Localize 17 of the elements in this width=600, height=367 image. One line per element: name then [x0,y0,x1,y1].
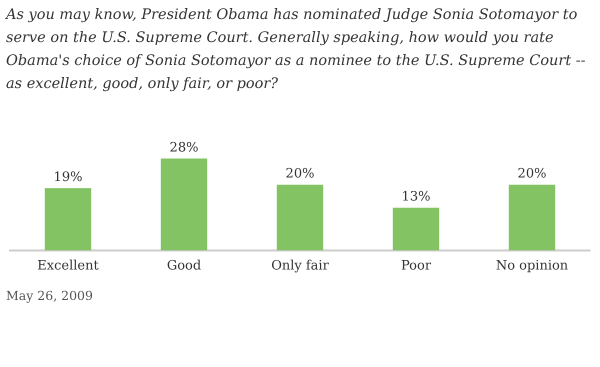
data-label: 28% [170,140,198,156]
x-tick-label: Poor [400,258,432,274]
data-label: 20% [518,166,546,182]
data-label: 19% [54,170,82,185]
x-tick-label: No opinion [496,258,569,274]
text: May 26, 2009 [6,288,93,303]
data-label: 13% [402,190,430,205]
bar [44,188,92,250]
bar [508,184,556,250]
x-tick-label: Good [166,258,202,274]
chart-title: As you may know, President Obama has nominated Judge Sonia Sotomayor to serve on the U.S. Supreme Court. Generally speaking, how would you rate Obama's choice of Sonia Sotomayor as a nominee to the U.S. Supreme Court -- as excellent, good, only fair, or poor? [6,6,587,94]
x-tick-label: Excellent [37,258,100,274]
bar [160,158,208,250]
data-label: 20% [286,166,314,182]
x-tick-label: Only fair [271,258,330,274]
bar [276,184,324,250]
bar [392,208,440,250]
